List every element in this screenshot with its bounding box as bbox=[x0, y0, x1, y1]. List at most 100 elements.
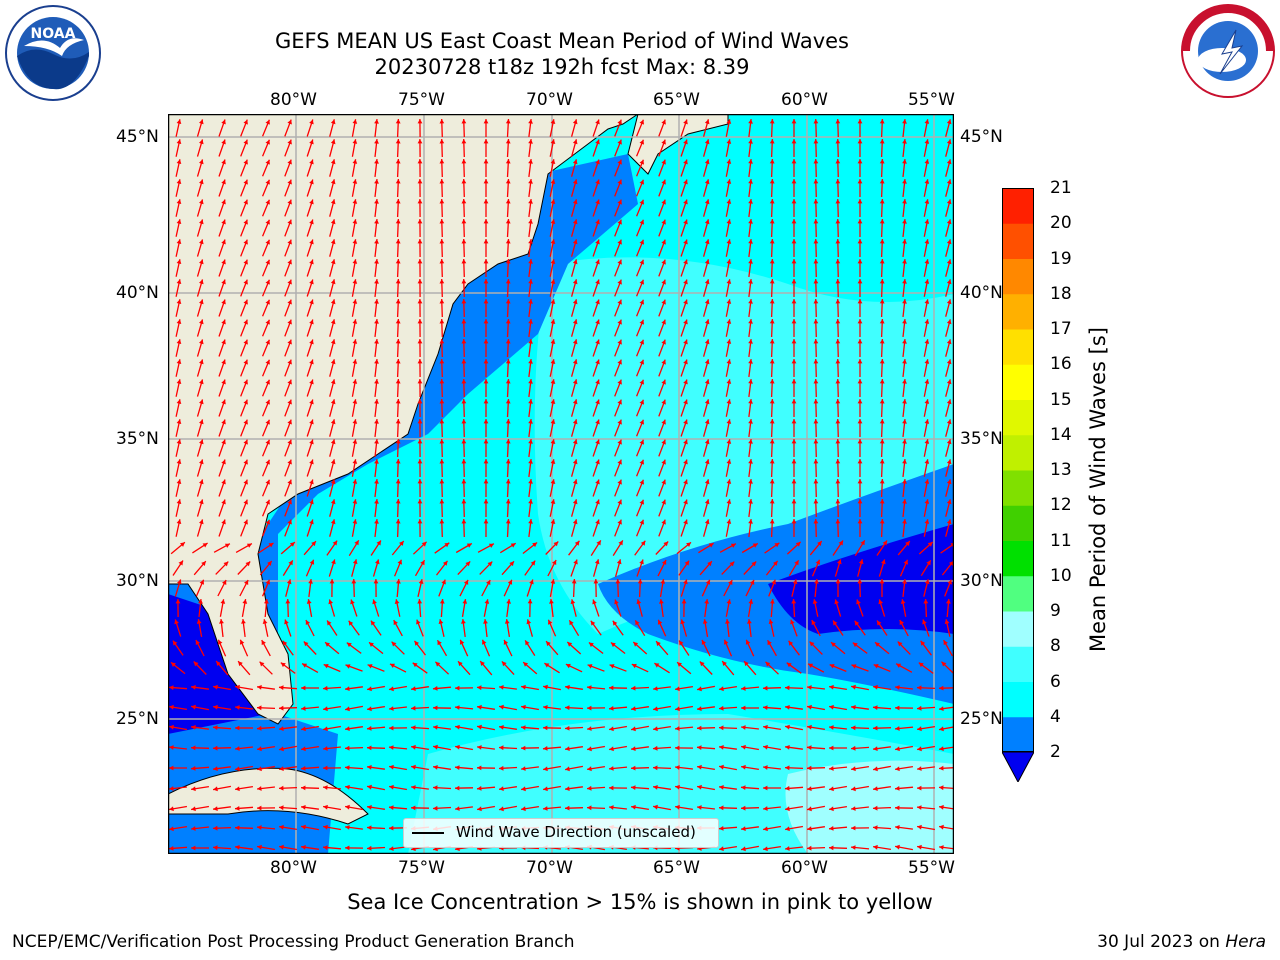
wave-arrow-head bbox=[595, 399, 600, 405]
wave-arrow-head bbox=[741, 725, 746, 730]
wave-arrow-head bbox=[257, 844, 262, 850]
wave-arrow-head bbox=[902, 479, 907, 484]
wave-arrow-head bbox=[528, 479, 533, 484]
wave-arrow-head bbox=[257, 825, 262, 830]
wave-arrow-head bbox=[265, 139, 270, 145]
wave-arrow-head bbox=[389, 764, 394, 770]
wave-arrow-head bbox=[506, 599, 511, 604]
wave-arrow-head bbox=[683, 279, 688, 285]
wave-arrow-head bbox=[439, 379, 445, 384]
wave-arrow-head bbox=[177, 579, 182, 585]
wave-arrow-head bbox=[553, 541, 559, 547]
wave-arrow-head bbox=[243, 219, 248, 225]
wave-arrow-head bbox=[594, 559, 600, 565]
wave-arrow-head bbox=[461, 619, 466, 624]
wave-arrow-head bbox=[395, 159, 401, 164]
wave-arrow-head bbox=[441, 579, 446, 585]
wave-arrow-head bbox=[587, 726, 592, 731]
wave-arrow-head bbox=[574, 540, 580, 546]
wave-arrow-head bbox=[193, 661, 199, 667]
wave-arrow-head bbox=[352, 279, 358, 284]
wave-arrow-head bbox=[595, 279, 600, 285]
wave-arrow-head bbox=[374, 239, 379, 244]
wave-arrow-head bbox=[851, 745, 856, 751]
colorbar-tick-label: 6 bbox=[1050, 671, 1061, 692]
wave-arrow-head bbox=[323, 746, 328, 751]
wave-arrow-head bbox=[417, 279, 423, 284]
wave-arrow-head bbox=[196, 619, 202, 624]
wave-arrow-head bbox=[221, 159, 226, 165]
wave-arrow-head bbox=[367, 706, 372, 712]
wave-arrow-head bbox=[617, 199, 622, 205]
wave-arrow-head bbox=[521, 684, 526, 690]
wave-arrow-head bbox=[897, 641, 903, 647]
wave-arrow-head bbox=[352, 459, 358, 464]
wave-arrow-head bbox=[169, 765, 174, 771]
wave-arrow-head bbox=[550, 259, 556, 264]
wave-arrow-head bbox=[835, 199, 841, 204]
wave-arrow-head bbox=[595, 199, 600, 205]
wave-arrow-head bbox=[550, 279, 556, 284]
wave-arrow-head bbox=[305, 620, 310, 625]
wave-arrow-head bbox=[565, 805, 570, 811]
wave-arrow-head bbox=[701, 639, 707, 645]
wave-arrow-head bbox=[244, 580, 249, 585]
wave-arrow-head bbox=[918, 662, 924, 668]
lon-label-bottom: 80°W bbox=[270, 858, 317, 878]
wave-arrow-head bbox=[367, 664, 373, 669]
wave-arrow-head bbox=[617, 419, 622, 425]
wave-arrow-head bbox=[352, 179, 358, 184]
wave-arrow-head bbox=[455, 685, 460, 691]
footer-machine: Hera bbox=[1225, 932, 1266, 952]
wave-arrow-head bbox=[653, 804, 658, 810]
wave-arrow-head bbox=[817, 541, 822, 546]
wave-arrow-head bbox=[389, 725, 394, 731]
wave-arrow-head bbox=[946, 279, 952, 285]
wave-arrow-head bbox=[813, 499, 819, 504]
wave-arrow-head bbox=[684, 560, 690, 566]
colorbar-swatch bbox=[1002, 188, 1034, 224]
wave-arrow-head bbox=[661, 119, 666, 125]
wave-arrow-head bbox=[367, 765, 372, 770]
wave-arrow-head bbox=[176, 239, 182, 244]
colorbar-tick-label: 9 bbox=[1050, 601, 1061, 621]
wave-arrow-head bbox=[572, 379, 578, 385]
wave-arrow-head bbox=[857, 239, 863, 244]
wave-arrow-head bbox=[895, 746, 900, 752]
wave-arrow-head bbox=[661, 259, 666, 265]
wave-arrow-head bbox=[838, 540, 843, 546]
band-0-2 bbox=[768, 524, 954, 634]
wave-arrow-head bbox=[726, 259, 732, 264]
wave-arrow-head bbox=[287, 239, 292, 245]
wave-arrow-head bbox=[895, 844, 900, 850]
wave-arrow-head bbox=[330, 219, 336, 225]
wave-arrow-head bbox=[345, 664, 351, 669]
wave-arrow-head bbox=[857, 579, 863, 584]
wave-arrow-head bbox=[902, 519, 907, 524]
wave-arrow-head bbox=[301, 785, 306, 791]
colorbar-tick-label: 18 bbox=[1050, 283, 1072, 304]
wave-arrow-head bbox=[439, 219, 445, 224]
wave-arrow-head bbox=[501, 661, 507, 667]
wave-arrow-head bbox=[439, 319, 445, 324]
wave-arrow-head bbox=[791, 179, 797, 184]
wave-arrow-head bbox=[813, 199, 819, 204]
wave-arrow-head bbox=[352, 339, 358, 344]
wave-arrow-head bbox=[221, 319, 226, 325]
wave-arrow-head bbox=[284, 619, 289, 625]
wave-arrow-head bbox=[176, 179, 182, 184]
wave-arrow-head bbox=[395, 459, 401, 464]
wave-arrow-head bbox=[791, 479, 797, 484]
wave-arrow-head bbox=[856, 599, 861, 605]
wave-arrow-head bbox=[374, 259, 379, 264]
wave-arrow-head bbox=[178, 560, 183, 566]
wave-arrow-head bbox=[257, 786, 262, 791]
wave-arrow-head bbox=[631, 785, 636, 790]
wave-arrow-head bbox=[352, 359, 358, 364]
wave-arrow-head bbox=[924, 519, 930, 524]
wave-arrow-head bbox=[741, 826, 746, 831]
wave-arrow-head bbox=[221, 519, 226, 525]
wave-arrow-head bbox=[719, 725, 724, 731]
wave-arrow-head bbox=[323, 765, 328, 771]
wave-arrow-head bbox=[704, 299, 710, 305]
